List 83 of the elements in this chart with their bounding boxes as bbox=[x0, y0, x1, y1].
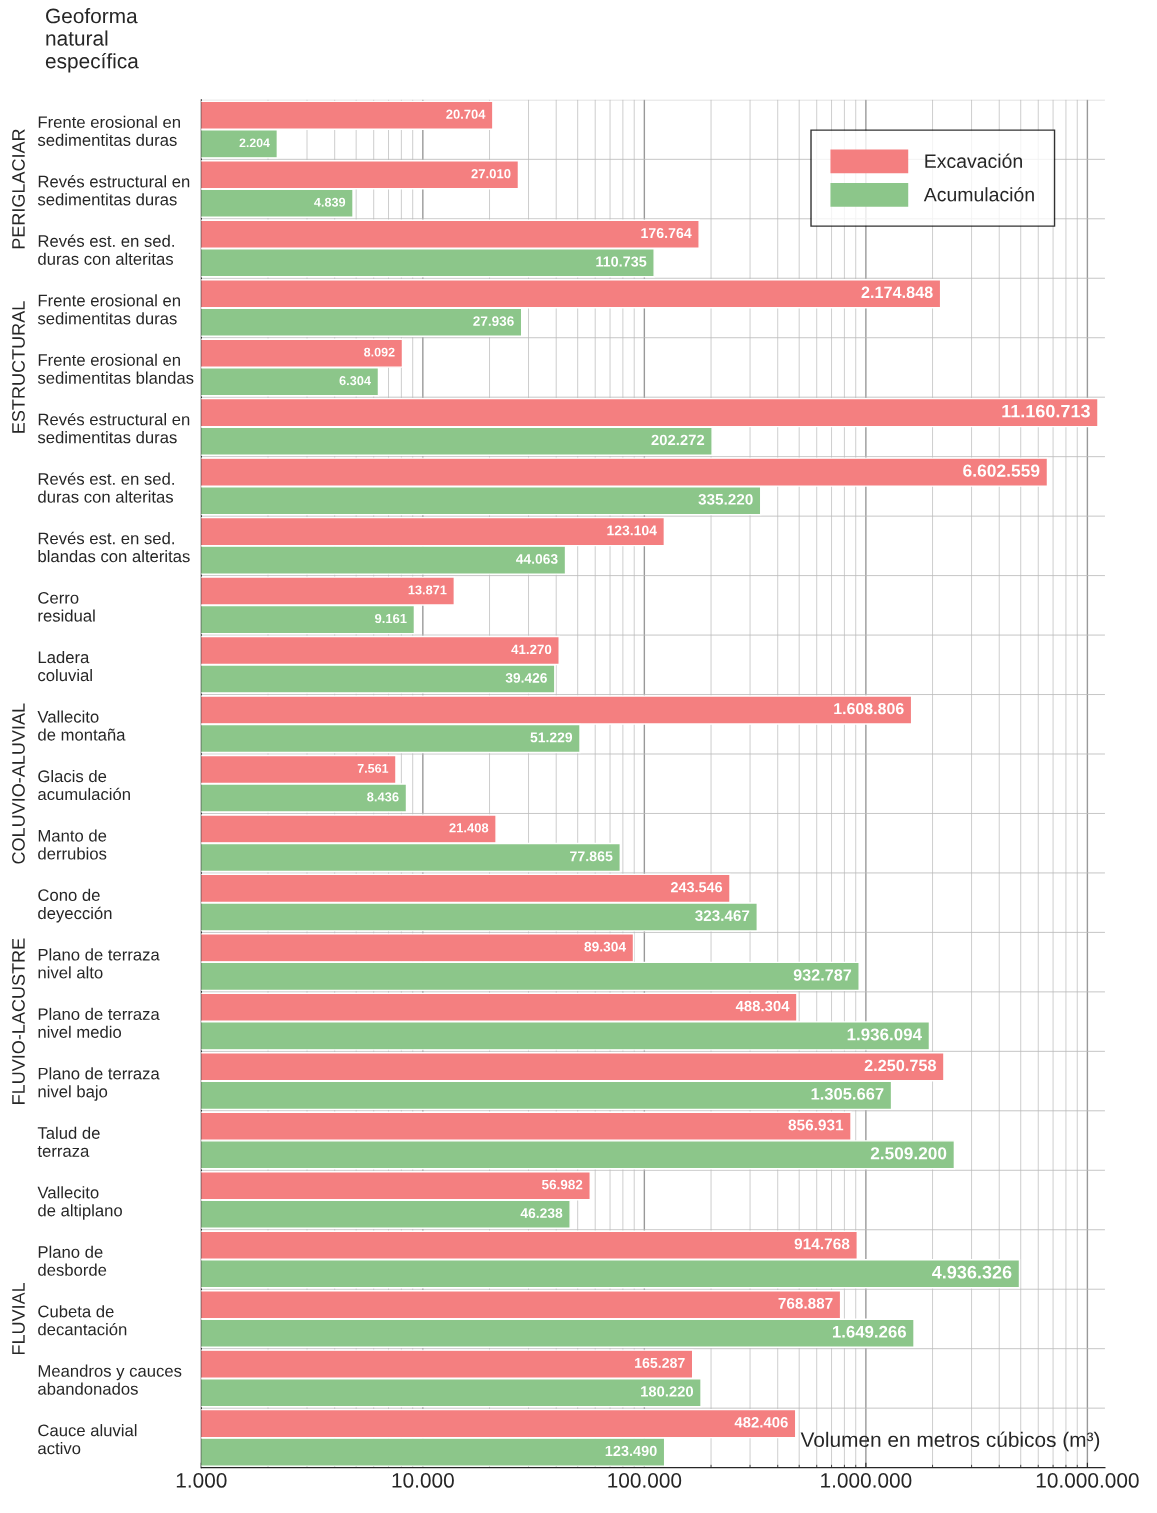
data-label: 8.436 bbox=[367, 792, 399, 802]
data-label: 6.304 bbox=[339, 376, 371, 386]
data-label: 1.608.806 bbox=[834, 702, 904, 715]
y-tick-label: Revés estructural en sedimentitas duras bbox=[37, 412, 190, 444]
data-label: 180.220 bbox=[641, 1386, 694, 1397]
y-tick-label: Cerro residual bbox=[38, 591, 95, 622]
data-label: 56.982 bbox=[541, 1179, 583, 1190]
legend-label: Excavación bbox=[925, 153, 1022, 169]
data-label: 77.865 bbox=[570, 851, 613, 862]
data-label: 768.887 bbox=[778, 1297, 833, 1309]
y-tick-label: Revés estructural en sedimentitas duras bbox=[37, 175, 190, 206]
data-label: 1.936.094 bbox=[847, 1028, 922, 1041]
y-tick-label: Revés est. en sed. duras con alteritas bbox=[38, 234, 174, 265]
y-tick-label: Frente erosional en sedimentitas blandas bbox=[37, 353, 194, 384]
data-label: 39.426 bbox=[505, 673, 547, 683]
annotation: FLUVIAL bbox=[12, 1282, 25, 1355]
data-label: 2.174.848 bbox=[861, 286, 933, 299]
y-tick-label: Cauce aluvial activo bbox=[38, 1424, 137, 1455]
data-label: 488.304 bbox=[735, 1000, 790, 1012]
y-tick-label: Plano de terraza nivel bajo bbox=[38, 1067, 160, 1101]
data-label: 9.161 bbox=[375, 613, 407, 624]
x-tick-label: 10.000 bbox=[392, 1473, 454, 1488]
x-tick-label: 100.000 bbox=[608, 1473, 682, 1488]
data-label: 165.287 bbox=[635, 1357, 685, 1368]
data-label: 4.839 bbox=[314, 197, 346, 207]
data-label: 6.602.559 bbox=[963, 464, 1040, 477]
data-label: 13.871 bbox=[408, 585, 447, 595]
y-tick-label: Plano de desborde bbox=[38, 1245, 107, 1276]
data-label: 46.238 bbox=[520, 1208, 563, 1219]
data-label: 914.768 bbox=[794, 1238, 850, 1250]
x-tick-label: 10.000.000 bbox=[1036, 1473, 1139, 1488]
data-label: 123.104 bbox=[607, 525, 657, 536]
y-tick-label: Vallecito de montaña bbox=[37, 710, 126, 741]
data-label: 4.936.326 bbox=[932, 1265, 1012, 1279]
y-tick-label: Plano de terraza nivel medio bbox=[38, 1007, 160, 1038]
y-axis-title: Geoforma natural específica bbox=[45, 8, 139, 73]
data-label: 176.764 bbox=[641, 228, 692, 239]
data-label: 11.160.713 bbox=[1002, 404, 1090, 418]
data-label: 110.735 bbox=[596, 256, 647, 267]
y-tick-label: Plano de terraza nivel alto bbox=[38, 948, 160, 979]
data-label: 856.931 bbox=[788, 1119, 844, 1131]
data-label: 27.010 bbox=[471, 169, 511, 179]
data-label: 1.649.266 bbox=[832, 1325, 907, 1338]
data-label: 27.936 bbox=[473, 316, 514, 326]
data-label: 932.787 bbox=[793, 969, 852, 981]
x-axis-title: Volumen en metros cúbicos (m³) bbox=[800, 1431, 1100, 1452]
y-tick-label: Vallecito de altiplano bbox=[37, 1186, 122, 1220]
y-tick-label: Frente erosional en sedimentitas duras bbox=[37, 115, 180, 146]
annotation: COLUVIO-ALUVIAL bbox=[12, 703, 25, 864]
data-label: 2.509.200 bbox=[870, 1147, 947, 1160]
y-tick-label: Talud de terraza bbox=[37, 1126, 100, 1157]
y-tick-label: Glacis de acumulación bbox=[38, 769, 130, 801]
data-label: 7.561 bbox=[357, 763, 389, 773]
y-tick-label: Ladera coluvial bbox=[38, 650, 92, 682]
data-label: 89.304 bbox=[584, 941, 626, 952]
y-tick-label: Cubeta de decantación bbox=[38, 1305, 127, 1336]
data-label: 202.272 bbox=[651, 434, 705, 446]
x-tick-label: 1.000.000 bbox=[821, 1473, 912, 1488]
annotation: ESTRUCTURAL bbox=[12, 301, 25, 433]
data-label: 21.408 bbox=[449, 823, 489, 833]
data-label: 51.229 bbox=[530, 732, 573, 743]
data-label: 323.467 bbox=[695, 910, 750, 922]
data-label: 243.546 bbox=[670, 882, 723, 893]
data-label: 44.063 bbox=[516, 554, 558, 564]
annotation: PERIGLACIAR bbox=[12, 129, 25, 249]
y-tick-label: Manto de derrubios bbox=[38, 829, 107, 860]
y-tick-label: Revés est. en sed. blandas con alteritas bbox=[38, 531, 190, 563]
data-label: 41.270 bbox=[511, 644, 552, 655]
y-tick-label: Frente erosional en sedimentitas duras bbox=[37, 294, 180, 325]
data-label: 123.490 bbox=[605, 1445, 657, 1457]
legend-label: Acumulación bbox=[923, 186, 1034, 202]
y-tick-label: Meandros y cauces abandonados bbox=[38, 1364, 182, 1395]
x-tick-label: 1.000 bbox=[176, 1473, 227, 1488]
data-label: 482.406 bbox=[734, 1417, 788, 1428]
annotation: FLUVIO-LACUSTRE bbox=[12, 938, 25, 1104]
data-label: 1.305.667 bbox=[811, 1088, 884, 1100]
data-label: 2.204 bbox=[239, 138, 270, 148]
data-label: 8.092 bbox=[364, 347, 395, 357]
data-label: 20.704 bbox=[446, 109, 486, 119]
data-label: 335.220 bbox=[698, 493, 753, 505]
data-label: 2.250.758 bbox=[864, 1059, 937, 1072]
y-tick-label: Cono de deyección bbox=[38, 888, 112, 923]
y-tick-label: Revés est. en sed. duras con alteritas bbox=[38, 472, 174, 503]
